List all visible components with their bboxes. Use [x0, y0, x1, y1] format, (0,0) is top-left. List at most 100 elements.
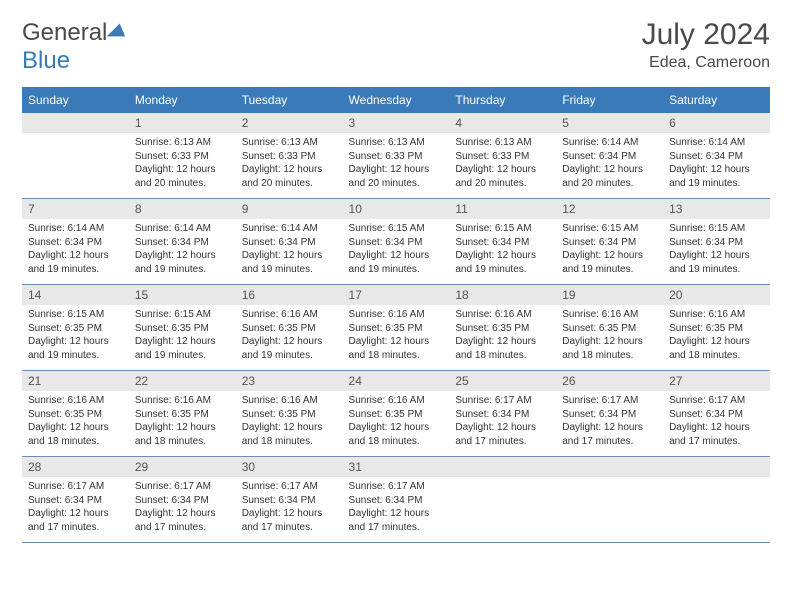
- day-number: 15: [129, 285, 236, 305]
- calendar-day: 11Sunrise: 6:15 AMSunset: 6:34 PMDayligh…: [449, 199, 556, 285]
- day-details: Sunrise: 6:17 AMSunset: 6:34 PMDaylight:…: [236, 477, 343, 542]
- logo-triangle-icon: [105, 18, 127, 40]
- title-block: July 2024 Edea, Cameroon: [642, 18, 770, 72]
- day-number: 11: [449, 199, 556, 219]
- calendar-day: 20Sunrise: 6:16 AMSunset: 6:35 PMDayligh…: [663, 285, 770, 371]
- calendar-day: 6Sunrise: 6:14 AMSunset: 6:34 PMDaylight…: [663, 113, 770, 199]
- calendar-empty: [663, 457, 770, 543]
- day-number: 21: [22, 371, 129, 391]
- day-number: 3: [343, 113, 450, 133]
- calendar-empty: [22, 113, 129, 199]
- day-details: Sunrise: 6:16 AMSunset: 6:35 PMDaylight:…: [343, 305, 450, 370]
- day-details: Sunrise: 6:15 AMSunset: 6:34 PMDaylight:…: [343, 219, 450, 284]
- day-number: 13: [663, 199, 770, 219]
- day-number: 2: [236, 113, 343, 133]
- calendar-row: 14Sunrise: 6:15 AMSunset: 6:35 PMDayligh…: [22, 285, 770, 371]
- calendar-day: 27Sunrise: 6:17 AMSunset: 6:34 PMDayligh…: [663, 371, 770, 457]
- calendar-row: 21Sunrise: 6:16 AMSunset: 6:35 PMDayligh…: [22, 371, 770, 457]
- weekday-header: Wednesday: [343, 87, 450, 113]
- calendar-day: 29Sunrise: 6:17 AMSunset: 6:34 PMDayligh…: [129, 457, 236, 543]
- day-details: Sunrise: 6:14 AMSunset: 6:34 PMDaylight:…: [663, 133, 770, 198]
- day-number: 16: [236, 285, 343, 305]
- calendar-day: 7Sunrise: 6:14 AMSunset: 6:34 PMDaylight…: [22, 199, 129, 285]
- day-number: 8: [129, 199, 236, 219]
- calendar-day: 15Sunrise: 6:15 AMSunset: 6:35 PMDayligh…: [129, 285, 236, 371]
- calendar-day: 13Sunrise: 6:15 AMSunset: 6:34 PMDayligh…: [663, 199, 770, 285]
- calendar-day: 23Sunrise: 6:16 AMSunset: 6:35 PMDayligh…: [236, 371, 343, 457]
- day-number: 20: [663, 285, 770, 305]
- calendar-day: 9Sunrise: 6:14 AMSunset: 6:34 PMDaylight…: [236, 199, 343, 285]
- day-number: 28: [22, 457, 129, 477]
- day-details: Sunrise: 6:17 AMSunset: 6:34 PMDaylight:…: [449, 391, 556, 456]
- location: Edea, Cameroon: [642, 54, 770, 72]
- logo-text: GeneralBlue: [22, 18, 127, 75]
- day-number: 23: [236, 371, 343, 391]
- calendar-row: 28Sunrise: 6:17 AMSunset: 6:34 PMDayligh…: [22, 457, 770, 543]
- day-details: Sunrise: 6:17 AMSunset: 6:34 PMDaylight:…: [663, 391, 770, 456]
- day-number: [556, 457, 663, 477]
- weekday-row: SundayMondayTuesdayWednesdayThursdayFrid…: [22, 87, 770, 113]
- weekday-header: Saturday: [663, 87, 770, 113]
- weekday-header: Friday: [556, 87, 663, 113]
- calendar-day: 18Sunrise: 6:16 AMSunset: 6:35 PMDayligh…: [449, 285, 556, 371]
- calendar-day: 12Sunrise: 6:15 AMSunset: 6:34 PMDayligh…: [556, 199, 663, 285]
- day-number: 17: [343, 285, 450, 305]
- day-number: 30: [236, 457, 343, 477]
- day-details: Sunrise: 6:16 AMSunset: 6:35 PMDaylight:…: [129, 391, 236, 456]
- calendar-day: 1Sunrise: 6:13 AMSunset: 6:33 PMDaylight…: [129, 113, 236, 199]
- logo: GeneralBlue: [22, 18, 127, 75]
- calendar-day: 8Sunrise: 6:14 AMSunset: 6:34 PMDaylight…: [129, 199, 236, 285]
- calendar-day: 22Sunrise: 6:16 AMSunset: 6:35 PMDayligh…: [129, 371, 236, 457]
- calendar-day: 3Sunrise: 6:13 AMSunset: 6:33 PMDaylight…: [343, 113, 450, 199]
- day-number: 1: [129, 113, 236, 133]
- header: GeneralBlue July 2024 Edea, Cameroon: [22, 18, 770, 75]
- day-details: Sunrise: 6:15 AMSunset: 6:34 PMDaylight:…: [449, 219, 556, 284]
- day-details: Sunrise: 6:14 AMSunset: 6:34 PMDaylight:…: [129, 219, 236, 284]
- logo-text-gray: General: [22, 19, 107, 46]
- day-details: Sunrise: 6:14 AMSunset: 6:34 PMDaylight:…: [236, 219, 343, 284]
- day-details: Sunrise: 6:13 AMSunset: 6:33 PMDaylight:…: [236, 133, 343, 198]
- day-details: Sunrise: 6:15 AMSunset: 6:34 PMDaylight:…: [556, 219, 663, 284]
- calendar-day: 19Sunrise: 6:16 AMSunset: 6:35 PMDayligh…: [556, 285, 663, 371]
- day-details: Sunrise: 6:17 AMSunset: 6:34 PMDaylight:…: [556, 391, 663, 456]
- calendar-day: 4Sunrise: 6:13 AMSunset: 6:33 PMDaylight…: [449, 113, 556, 199]
- calendar-row: 1Sunrise: 6:13 AMSunset: 6:33 PMDaylight…: [22, 113, 770, 199]
- calendar-empty: [449, 457, 556, 543]
- calendar-day: 2Sunrise: 6:13 AMSunset: 6:33 PMDaylight…: [236, 113, 343, 199]
- day-number: 22: [129, 371, 236, 391]
- day-number: 29: [129, 457, 236, 477]
- day-number: 10: [343, 199, 450, 219]
- day-details: Sunrise: 6:15 AMSunset: 6:35 PMDaylight:…: [129, 305, 236, 370]
- day-number: 27: [663, 371, 770, 391]
- day-details: Sunrise: 6:16 AMSunset: 6:35 PMDaylight:…: [236, 391, 343, 456]
- day-details: [663, 477, 770, 533]
- day-details: Sunrise: 6:16 AMSunset: 6:35 PMDaylight:…: [449, 305, 556, 370]
- calendar-empty: [556, 457, 663, 543]
- day-details: Sunrise: 6:16 AMSunset: 6:35 PMDaylight:…: [22, 391, 129, 456]
- day-number: 24: [343, 371, 450, 391]
- calendar-head: SundayMondayTuesdayWednesdayThursdayFrid…: [22, 87, 770, 113]
- month-title: July 2024: [642, 18, 770, 52]
- calendar-day: 28Sunrise: 6:17 AMSunset: 6:34 PMDayligh…: [22, 457, 129, 543]
- day-number: 5: [556, 113, 663, 133]
- calendar-row: 7Sunrise: 6:14 AMSunset: 6:34 PMDaylight…: [22, 199, 770, 285]
- day-details: Sunrise: 6:16 AMSunset: 6:35 PMDaylight:…: [236, 305, 343, 370]
- day-number: 4: [449, 113, 556, 133]
- day-details: [556, 477, 663, 533]
- day-details: Sunrise: 6:15 AMSunset: 6:35 PMDaylight:…: [22, 305, 129, 370]
- weekday-header: Tuesday: [236, 87, 343, 113]
- day-details: [22, 133, 129, 189]
- weekday-header: Sunday: [22, 87, 129, 113]
- day-details: Sunrise: 6:15 AMSunset: 6:34 PMDaylight:…: [663, 219, 770, 284]
- calendar-day: 14Sunrise: 6:15 AMSunset: 6:35 PMDayligh…: [22, 285, 129, 371]
- calendar-day: 21Sunrise: 6:16 AMSunset: 6:35 PMDayligh…: [22, 371, 129, 457]
- day-number: [22, 113, 129, 133]
- day-number: 25: [449, 371, 556, 391]
- day-details: Sunrise: 6:16 AMSunset: 6:35 PMDaylight:…: [343, 391, 450, 456]
- day-number: 7: [22, 199, 129, 219]
- day-details: Sunrise: 6:17 AMSunset: 6:34 PMDaylight:…: [22, 477, 129, 542]
- calendar-day: 16Sunrise: 6:16 AMSunset: 6:35 PMDayligh…: [236, 285, 343, 371]
- day-details: Sunrise: 6:13 AMSunset: 6:33 PMDaylight:…: [449, 133, 556, 198]
- calendar-day: 10Sunrise: 6:15 AMSunset: 6:34 PMDayligh…: [343, 199, 450, 285]
- calendar-day: 24Sunrise: 6:16 AMSunset: 6:35 PMDayligh…: [343, 371, 450, 457]
